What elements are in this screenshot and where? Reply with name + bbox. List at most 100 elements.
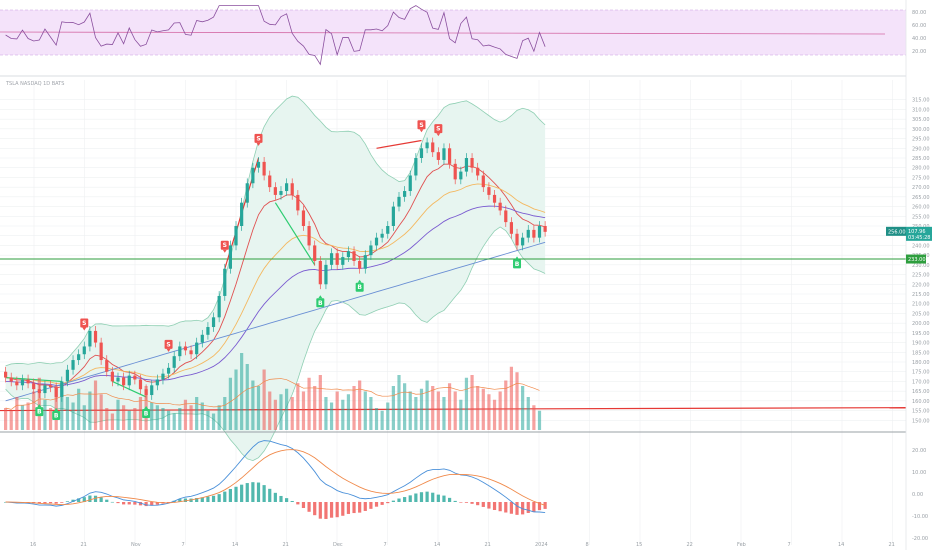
- candle-body[interactable]: [285, 183, 289, 192]
- candle-body[interactable]: [82, 346, 86, 355]
- candle-body[interactable]: [144, 389, 148, 396]
- candle-body[interactable]: [133, 375, 137, 380]
- candle-body[interactable]: [476, 167, 480, 176]
- candle-body[interactable]: [122, 377, 126, 386]
- buy-signal-marker[interactable]: B: [513, 256, 522, 269]
- candle-body[interactable]: [60, 381, 64, 397]
- candle-body[interactable]: [419, 148, 424, 158]
- candle-body[interactable]: [521, 237, 525, 246]
- candle-body[interactable]: [211, 317, 216, 328]
- candle-body[interactable]: [504, 210, 508, 223]
- candle-body[interactable]: [431, 142, 435, 153]
- candle-body[interactable]: [93, 330, 98, 343]
- sell-signal-marker[interactable]: S: [164, 339, 173, 352]
- candle-body[interactable]: [217, 295, 221, 318]
- candle-body[interactable]: [71, 360, 75, 370]
- candle-body[interactable]: [492, 194, 497, 203]
- candle-body[interactable]: [453, 163, 457, 180]
- candle-body[interactable]: [481, 175, 485, 188]
- candle-body[interactable]: [256, 161, 261, 168]
- price-scale-background[interactable]: [906, 0, 932, 550]
- candle-body[interactable]: [228, 245, 232, 269]
- candle-body[interactable]: [459, 171, 463, 180]
- candle-body[interactable]: [65, 369, 70, 382]
- candle-body[interactable]: [335, 253, 339, 265]
- candle-body[interactable]: [273, 187, 277, 195]
- candle-body[interactable]: [206, 327, 210, 335]
- price-scale[interactable]: 315.00 310.00 305.00 300.00 295.00 290.00 285.…: [886, 0, 932, 550]
- candle-body[interactable]: [414, 158, 418, 176]
- buy-signal-marker[interactable]: B: [142, 406, 151, 419]
- candle-body[interactable]: [105, 360, 109, 372]
- candle-body[interactable]: [313, 245, 317, 261]
- candle-body[interactable]: [363, 255, 367, 269]
- candle-body[interactable]: [464, 158, 469, 172]
- candle-body[interactable]: [37, 389, 41, 394]
- candle-body[interactable]: [166, 367, 171, 374]
- candle-body[interactable]: [447, 148, 452, 164]
- candle-body[interactable]: [48, 385, 53, 388]
- candle-body[interactable]: [223, 268, 227, 296]
- candle-body[interactable]: [20, 379, 25, 386]
- candle-body[interactable]: [526, 229, 530, 238]
- sell-signal-marker[interactable]: S: [220, 240, 229, 253]
- candle-body[interactable]: [442, 148, 446, 160]
- candle-body[interactable]: [178, 346, 182, 357]
- support-badge[interactable]: 233.00: [906, 254, 926, 264]
- candle-body[interactable]: [307, 226, 311, 246]
- symbol-legend[interactable]: TSLA NASDAQ 1D BATS: [5, 81, 64, 87]
- candle-body[interactable]: [397, 196, 401, 207]
- candle-body[interactable]: [251, 167, 255, 184]
- sell-signal-marker[interactable]: S: [80, 318, 89, 331]
- candle-body[interactable]: [470, 158, 474, 168]
- candle-body[interactable]: [341, 257, 345, 265]
- buy-signal-marker[interactable]: B: [35, 404, 44, 417]
- trend-line-red[interactable]: [376, 139, 422, 149]
- candle-body[interactable]: [43, 385, 47, 394]
- candle-body[interactable]: [77, 354, 81, 361]
- candle-body[interactable]: [189, 350, 193, 355]
- candle-body[interactable]: [509, 222, 513, 234]
- candle-body[interactable]: [369, 245, 373, 256]
- buy-signal-marker[interactable]: B: [355, 279, 364, 292]
- candle-body[interactable]: [329, 253, 334, 265]
- candle-body[interactable]: [537, 226, 542, 238]
- candle-body[interactable]: [161, 373, 165, 380]
- candle-body[interactable]: [324, 264, 328, 285]
- candle-body[interactable]: [515, 233, 519, 246]
- candle-body[interactable]: [195, 342, 199, 355]
- candle-body[interactable]: [386, 226, 390, 234]
- candle-body[interactable]: [9, 377, 13, 382]
- candle-body[interactable]: [543, 226, 547, 232]
- candle-body[interactable]: [436, 152, 440, 160]
- sell-signal-marker[interactable]: S: [434, 124, 443, 137]
- candle-body[interactable]: [262, 161, 266, 176]
- candle-body[interactable]: [99, 342, 103, 361]
- candle-body[interactable]: [88, 330, 92, 347]
- candle-body[interactable]: [380, 233, 384, 238]
- candle-body[interactable]: [26, 379, 30, 384]
- candle-body[interactable]: [150, 385, 154, 396]
- candle-body[interactable]: [116, 377, 120, 382]
- candle-body[interactable]: [183, 346, 188, 351]
- candle-body[interactable]: [279, 191, 283, 195]
- candle-body[interactable]: [296, 194, 300, 211]
- candle-body[interactable]: [391, 206, 395, 226]
- candle-body[interactable]: [498, 202, 502, 211]
- candle-body[interactable]: [408, 175, 412, 192]
- candle-body[interactable]: [425, 142, 429, 149]
- candle-body[interactable]: [32, 383, 36, 390]
- candle-body[interactable]: [487, 187, 491, 195]
- candle-body[interactable]: [301, 210, 306, 226]
- candle-body[interactable]: [54, 387, 58, 397]
- candle-body[interactable]: [240, 202, 244, 226]
- sell-signal-marker[interactable]: S: [254, 133, 263, 146]
- trend-line-green[interactable]: [274, 202, 316, 266]
- candle-body[interactable]: [110, 371, 114, 382]
- sell-signal-marker[interactable]: S: [417, 120, 426, 133]
- candle-body[interactable]: [15, 381, 19, 386]
- candle-body[interactable]: [245, 183, 249, 203]
- candle-body[interactable]: [374, 237, 379, 246]
- candle-body[interactable]: [127, 375, 131, 386]
